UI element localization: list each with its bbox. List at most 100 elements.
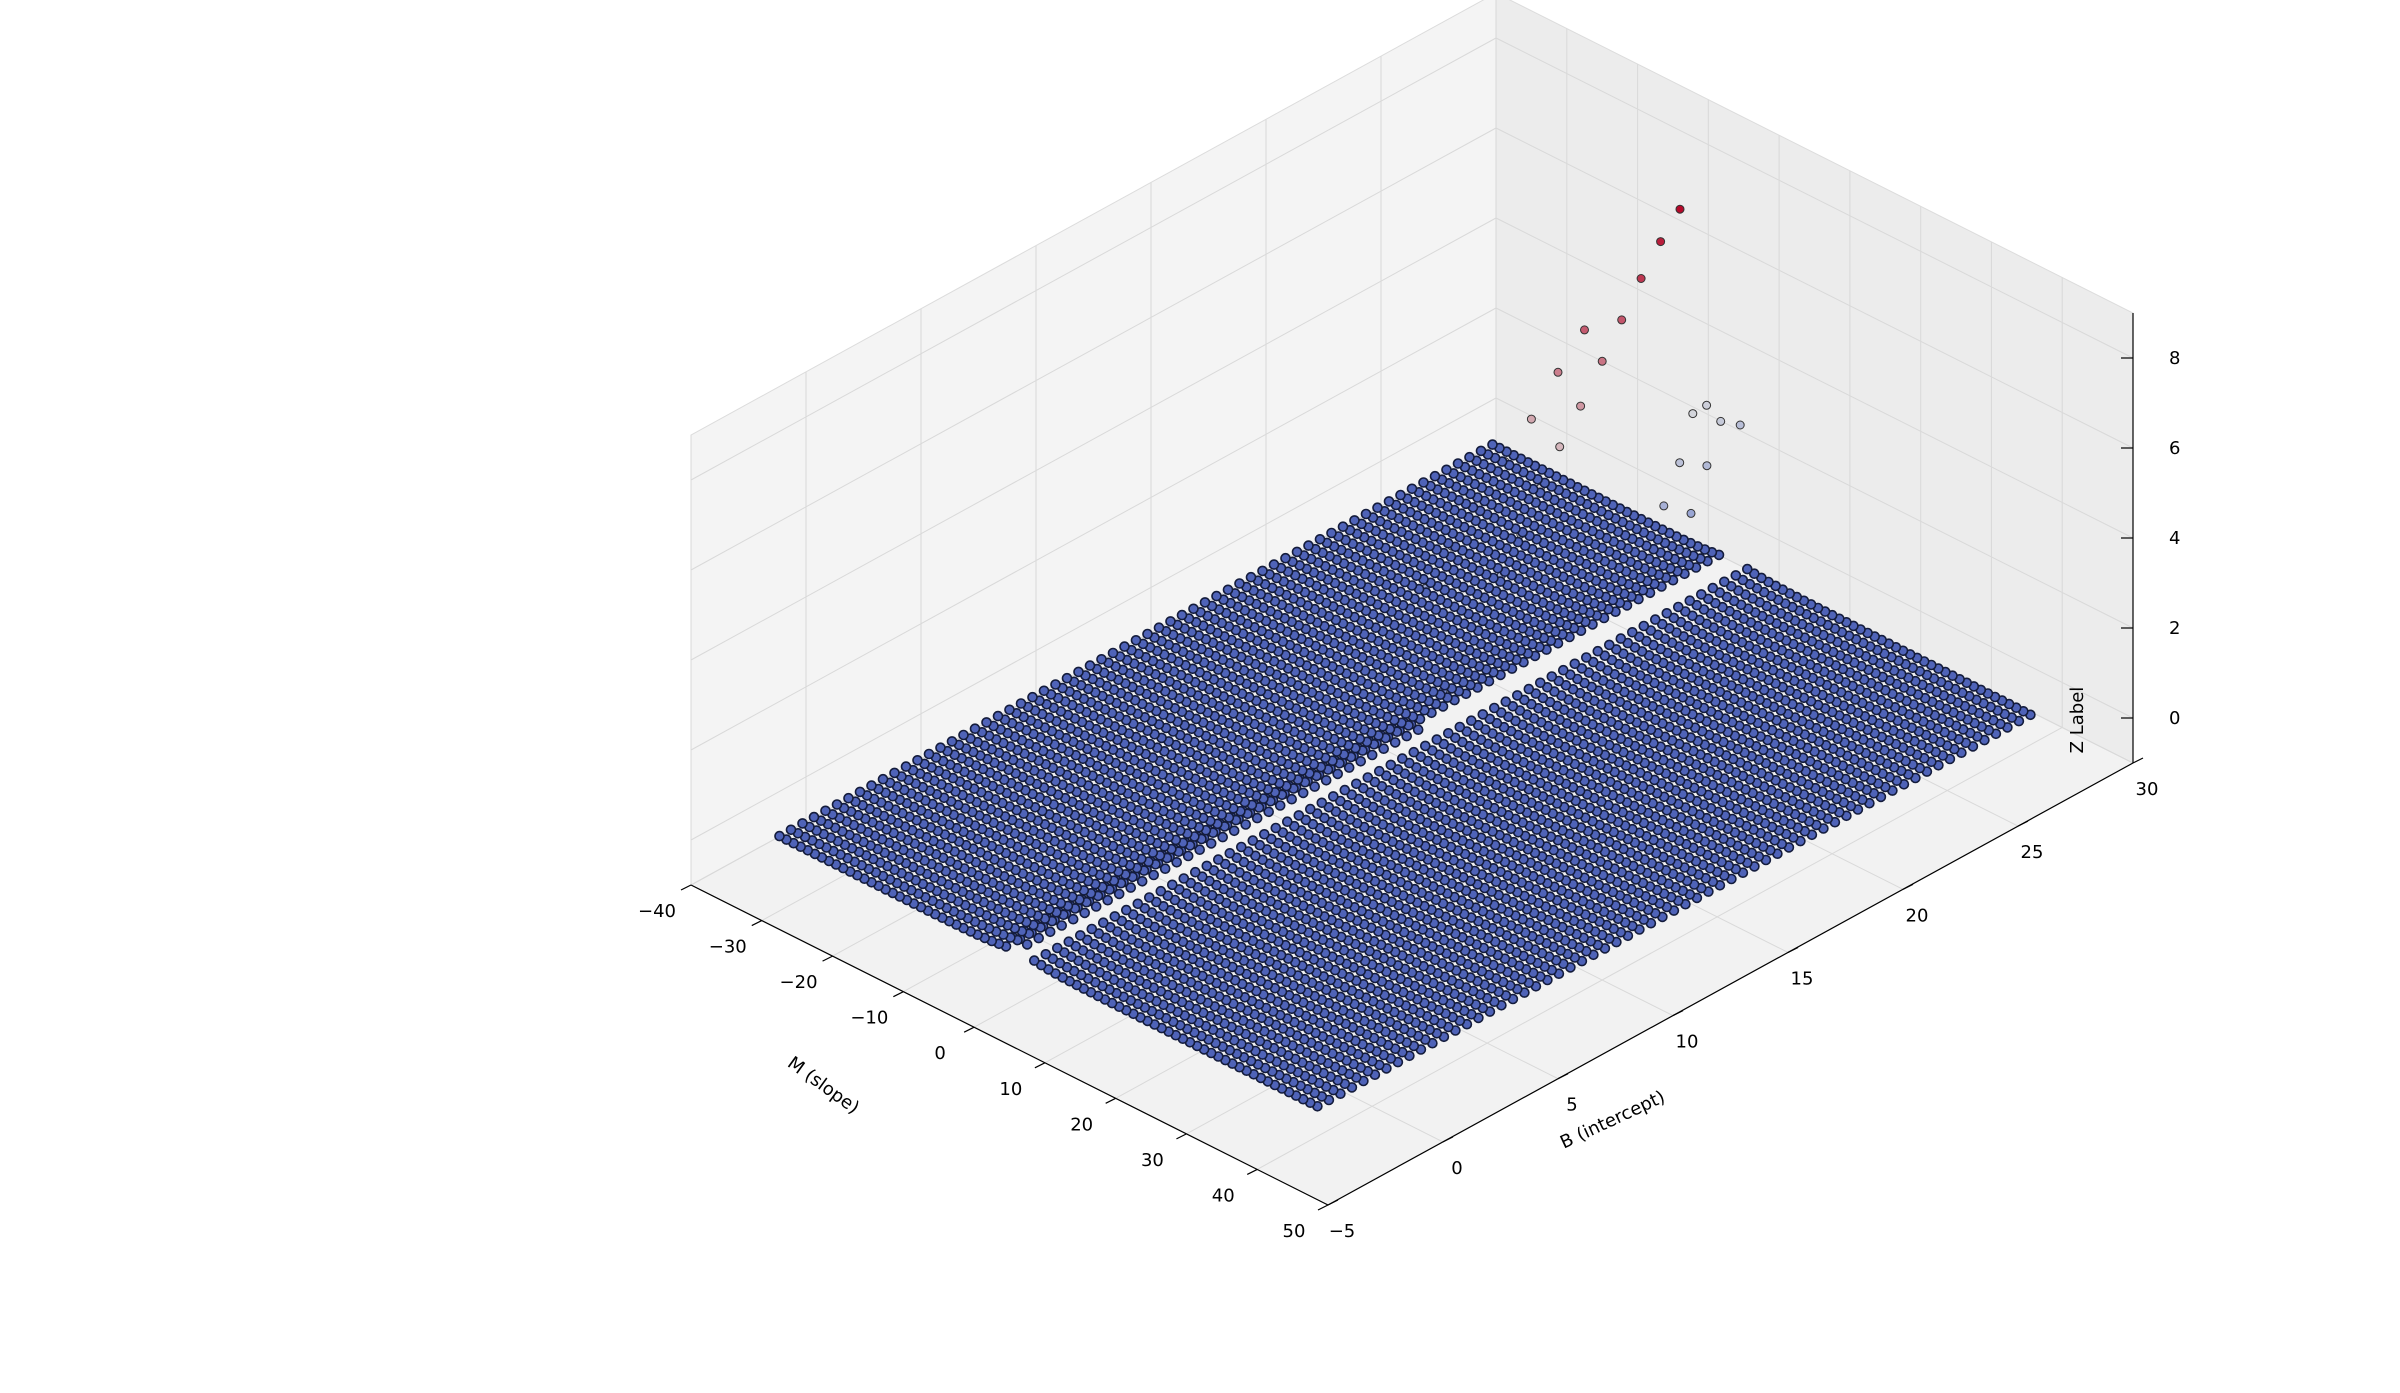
x-tick-label: −20 [780,972,818,993]
data-point [1702,400,1712,410]
data-point [1305,803,1316,815]
data-point [1397,753,1408,764]
data-point [1073,666,1084,678]
data-point [1688,409,1698,419]
x-tick-mark [1317,1204,1329,1211]
data-point [1303,540,1314,551]
data-point [1282,816,1293,828]
data-point [1061,672,1073,684]
y-tick-mark [1902,883,1914,890]
z-axis-title: Z Label [2067,687,2088,754]
data-point [1659,501,1669,511]
data-point [1234,578,1245,589]
data-point [1075,930,1086,941]
data-point [1211,590,1222,602]
grid-line-z [690,37,2134,481]
data-point [1383,496,1395,507]
data-point [1418,477,1429,488]
data-point [1372,502,1383,514]
data-point [1316,797,1328,809]
data-point [854,786,866,798]
data-point [1337,521,1349,533]
z-tick-label: 4 [2169,528,2180,549]
x-tick-mark [963,1026,975,1033]
data-point [1213,854,1224,865]
data-point [1222,584,1234,596]
data-point [1464,451,1475,463]
data-point [1038,685,1050,697]
data-point [1084,660,1096,671]
data-point [1328,791,1339,802]
x-tick-label: 10 [999,1079,1022,1100]
z-tick-label: 2 [2169,618,2180,639]
data-point [1661,607,1673,619]
z-tick-label: 6 [2169,438,2180,459]
x-tick-label: −10 [850,1008,888,1029]
data-point [1454,721,1466,733]
data-point [1535,677,1546,689]
data-point [900,761,912,772]
data-point [1696,589,1707,600]
data-point [1441,464,1452,476]
data-point [1015,698,1027,709]
data-point [831,799,843,810]
x-axis-line [690,884,1329,1206]
data-point [1067,913,1079,925]
data-point [1098,917,1109,929]
data-point [1360,508,1372,520]
data-point [1199,597,1211,608]
y-tick-mark [1672,1010,1684,1017]
data-point [946,736,958,747]
data-point [992,710,1004,722]
data-point [1597,356,1607,366]
data-point [1489,702,1500,714]
data-point [1050,679,1061,690]
data-point [1132,898,1144,910]
data-point [1063,936,1075,948]
x-tick-label: −40 [638,901,676,922]
data-point [1592,645,1604,657]
x-tick-mark [822,955,833,962]
y-tick-label: 20 [1906,905,1929,926]
data-point [1617,315,1627,325]
x-tick-mark [893,991,904,998]
y-axis-line [1327,762,2134,1206]
data-point [1580,325,1589,335]
x-tick-label: 30 [1141,1150,1164,1171]
data-point [912,754,923,766]
data-point [1270,822,1282,834]
data-point [1512,690,1523,701]
data-point [1236,841,1247,853]
data-point [1374,765,1385,777]
data-point [1558,664,1569,676]
y-tick-mark [2017,820,2029,827]
data-point [1142,628,1153,640]
data-point [1257,565,1268,577]
y-tick-label: 5 [1566,1095,1577,1116]
data-point [1293,810,1305,821]
data-point [1650,614,1661,625]
data-point [1153,622,1165,634]
data-point [1079,907,1090,919]
data-point [1675,458,1685,468]
data-point [1176,609,1188,621]
data-point [1201,860,1213,872]
data-point [1673,601,1684,613]
x-tick-mark [1176,1133,1187,1140]
data-point [1395,489,1406,501]
x-tick-label: 20 [1070,1114,1093,1135]
x-tick-mark [680,884,692,891]
data-point [1086,923,1098,935]
data-point [1477,709,1489,720]
x-axis-title: M (slope) [783,1053,863,1119]
data-point [1167,879,1178,891]
data-point [1144,892,1155,903]
data-point [1604,639,1615,651]
data-point [1107,647,1119,659]
data-point [1056,920,1067,931]
data-point [1044,926,1056,938]
data-point [1429,470,1441,482]
data-point [1121,904,1132,916]
y-tick-mark [1442,1136,1454,1143]
grid-line-z [690,217,2134,661]
